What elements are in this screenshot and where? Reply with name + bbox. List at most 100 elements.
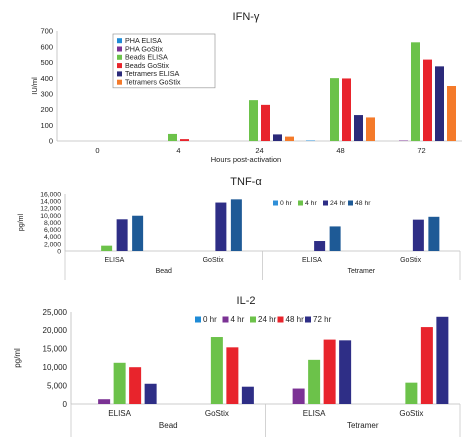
y-tick-label: 15,000 [43, 345, 68, 354]
x-category-label: GoStix [205, 409, 229, 418]
y-tick-label: 20,000 [43, 326, 68, 335]
y-axis-label: pg/ml [18, 214, 25, 232]
chart-title: IL-2 [237, 295, 256, 307]
x-category-label: ELISA [303, 409, 326, 418]
legend-label: 72 hr [313, 315, 332, 324]
legend-swatch [277, 316, 284, 323]
y-tick-label: 0 [63, 400, 68, 409]
y-tick-label: 200 [40, 105, 53, 114]
bar [436, 316, 449, 404]
legend-label: 48 hr [355, 200, 371, 207]
bar [98, 399, 111, 404]
y-axis-label: IU/ml [30, 77, 39, 95]
y-tick-label: 8,000 [44, 220, 61, 227]
y-tick-label: 6,000 [44, 227, 61, 234]
legend-label: 4 hr [231, 315, 245, 324]
bar [435, 66, 444, 141]
bar [180, 139, 189, 141]
bar [329, 226, 341, 251]
legend-swatch [117, 46, 122, 52]
bar [447, 86, 456, 141]
bar [261, 104, 270, 141]
y-tick-label: 0 [57, 248, 61, 255]
bar [249, 100, 258, 141]
x-category-label: ELISA [302, 257, 322, 264]
x-category-label: 72 [417, 146, 425, 155]
bar [210, 337, 223, 404]
y-axis-label: pg/ml [13, 348, 22, 368]
bar [366, 117, 375, 141]
x-category-label: 24 [255, 146, 263, 155]
legend-label: 48 hr [286, 315, 305, 324]
bar [116, 219, 128, 251]
bar [129, 367, 142, 404]
x-category-label: 48 [336, 146, 344, 155]
legend-swatch [195, 316, 201, 323]
bar [215, 202, 227, 251]
legend-swatch [117, 38, 122, 44]
bar [168, 133, 177, 141]
y-tick-label: 0 [49, 137, 53, 146]
y-tick-label: 16,000 [40, 191, 61, 198]
bar [323, 339, 336, 404]
y-tick-label: 2,000 [44, 241, 61, 248]
x-category-label: ELISA [108, 409, 131, 418]
x-category-label: GoStix [399, 409, 423, 418]
legend-swatch [117, 71, 122, 77]
y-tick-label: 25,000 [43, 308, 68, 317]
bar [230, 199, 242, 251]
legend-box [112, 33, 216, 89]
bar [113, 362, 126, 404]
bar [405, 382, 418, 404]
y-tick-label: 600 [40, 42, 53, 51]
group-label: Tetramer [347, 421, 379, 430]
x-axis-label: Hours post-activation [211, 155, 281, 164]
bar [420, 327, 433, 404]
chart-title: IFN-γ [233, 11, 260, 23]
bar [132, 215, 144, 251]
legend-label: Beads GoStix [125, 61, 169, 70]
bar [241, 386, 254, 404]
legend-label: Beads ELISA [125, 53, 168, 62]
chart-2: IL-2 0 5,000 10,000 15,000 20,000 25,000 pg/ml E… [13, 295, 461, 437]
legend-label: 0 hr [280, 200, 292, 207]
legend-swatch [273, 200, 278, 206]
bar [339, 340, 352, 404]
bar [354, 115, 363, 141]
y-tick-label: 300 [40, 89, 53, 98]
bar [308, 359, 321, 404]
legend-swatch [117, 79, 122, 85]
group-label: Bead [156, 268, 172, 275]
legend-swatch [222, 316, 229, 323]
legend-label: 0 hr [203, 315, 217, 324]
legend-swatch [323, 200, 328, 206]
bar [226, 347, 239, 404]
y-tick-label: 100 [40, 121, 53, 130]
y-tick-label: 10,000 [43, 363, 68, 372]
legend-label: PHA ELISA [125, 36, 162, 45]
legend-label: Tetramers GoStix [125, 78, 181, 87]
chart-title: TNF-α [230, 176, 262, 188]
legend-label: 24 hr [258, 315, 277, 324]
bar [101, 245, 113, 251]
y-tick-label: 12,000 [40, 206, 61, 213]
chart-0: IFN-γ 0 100 200 300 400 500 600 700 IU/ml 0 4 24 48 72… [30, 11, 462, 164]
y-tick-label: 700 [40, 27, 53, 36]
legend-swatch [298, 200, 303, 206]
group-label: Bead [159, 421, 178, 430]
y-tick-label: 5,000 [47, 381, 68, 390]
legend-swatch [117, 54, 122, 60]
legend-label: PHA GoStix [125, 44, 163, 53]
y-tick-label: 14,000 [40, 199, 61, 206]
y-tick-label: 400 [40, 74, 53, 83]
legend-swatch [348, 200, 353, 206]
x-category-label: 4 [176, 146, 180, 155]
legend-swatch [250, 316, 256, 323]
legend-swatch [305, 316, 311, 323]
legend-label: Tetramers ELISA [125, 69, 180, 78]
chart-1: TNF-α 02,0004,0006,0008,00010,00012,00014… [18, 176, 461, 280]
legend-label: 4 hr [305, 200, 317, 207]
bar [411, 42, 420, 141]
bar [144, 383, 157, 404]
